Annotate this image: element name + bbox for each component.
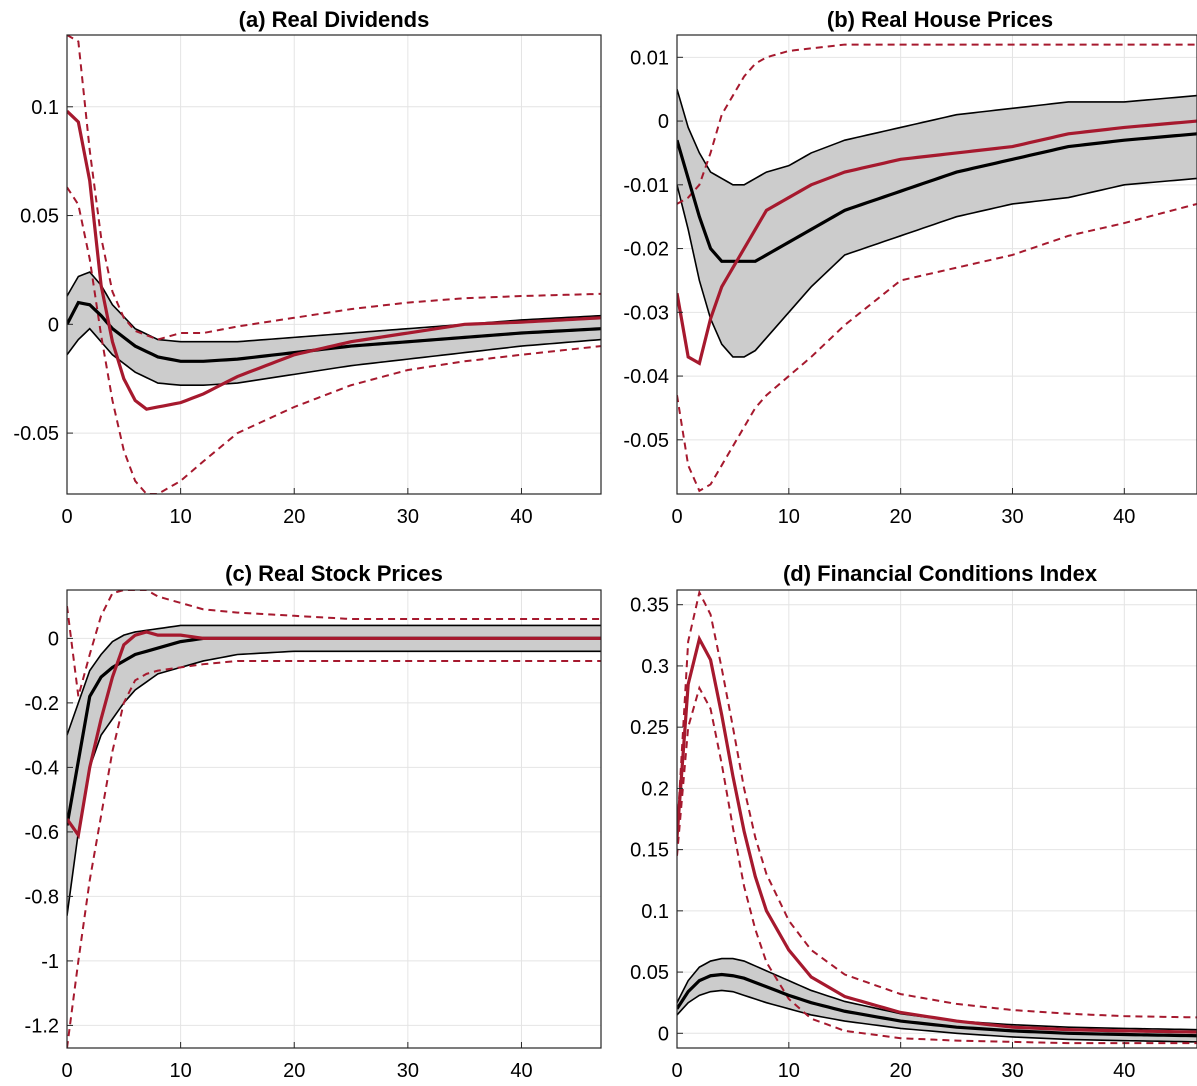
alt-irf-line — [677, 119, 1197, 366]
panel-d-plot-area — [677, 590, 1197, 1045]
irf-line — [677, 132, 1197, 263]
confidence-band-lower — [67, 650, 601, 916]
y-tick-label: -1.2 — [25, 1015, 59, 1037]
y-tick-label: 0.01 — [630, 47, 669, 69]
axes-box — [676, 34, 1197, 495]
panel-b-title: (b) Real House Prices — [827, 7, 1053, 32]
y-tick-label: -0.8 — [25, 886, 59, 908]
x-tick-label: 30 — [1001, 1060, 1023, 1082]
panel-b: 0 10 20 30 40 -0.05 -0.04 -0.03 -0.02 -0.01 0 0.01 — [623, 34, 1197, 528]
x-tick-label: 40 — [1113, 506, 1135, 528]
y-tick-label: -0.2 — [25, 693, 59, 715]
confidence-band-lower — [677, 989, 1197, 1043]
x-tick-label: 20 — [283, 506, 305, 528]
panel-c-plot-area — [67, 590, 601, 1048]
panel-d: 0 10 20 30 40 0 0.05 0.1 0.15 0.2 0.25 0.3 0.35 — [630, 589, 1197, 1082]
y-tick-label: 0.15 — [630, 840, 669, 862]
y-tick-label: -0.05 — [623, 430, 669, 452]
y-tick-label: -0.03 — [623, 302, 669, 324]
y-tick-label: 0.2 — [641, 778, 669, 800]
y-tick-label: -0.04 — [623, 366, 669, 388]
panel-a-title: (a) Real Dividends — [239, 7, 430, 32]
x-tick-label: 0 — [61, 506, 72, 528]
confidence-band-lower — [677, 177, 1197, 358]
y-tick-label: 0.35 — [630, 595, 669, 617]
panel-c: 0 10 20 30 40 -1.2 -1 -0.8 -0.6 -0.4 -0.2 0 — [25, 589, 602, 1082]
x-tick-label: 0 — [671, 506, 682, 528]
irf-line — [677, 972, 1197, 1038]
axes-box — [66, 589, 602, 1049]
confidence-band-fill — [67, 625, 601, 916]
x-tick-label: 10 — [778, 506, 800, 528]
y-tick-label: 0 — [658, 1023, 669, 1045]
alt-irf-line — [67, 630, 601, 840]
panel-d-title: (d) Financial Conditions Index — [783, 561, 1098, 586]
alt-irf-line — [677, 634, 1197, 1034]
x-tick-label: 10 — [778, 1060, 800, 1082]
axes-box — [676, 589, 1197, 1049]
x-tick-label: 40 — [510, 1060, 532, 1082]
x-tick-label: 10 — [169, 1060, 191, 1082]
y-tick-label: 0.1 — [31, 97, 59, 119]
axes-box — [66, 34, 602, 495]
alt-band-lower — [677, 685, 1197, 1045]
y-tick-label: 0 — [48, 314, 59, 336]
y-tick-label: 0.1 — [641, 901, 669, 923]
y-tick-label: -0.6 — [25, 822, 59, 844]
panel-b-plot-area — [677, 43, 1197, 493]
panel-a-plot-area — [67, 35, 601, 494]
y-tick-label: 0.25 — [630, 717, 669, 739]
x-tick-label: 20 — [890, 506, 912, 528]
y-tick-label: 0.3 — [641, 656, 669, 678]
y-tick-label: -1 — [41, 951, 59, 973]
panel-c-title: (c) Real Stock Prices — [225, 561, 443, 586]
x-tick-label: 30 — [397, 506, 419, 528]
y-tick-label: -0.02 — [623, 239, 669, 261]
alt-band-upper — [67, 35, 601, 341]
confidence-band-upper — [67, 624, 601, 736]
x-tick-label: 30 — [397, 1060, 419, 1082]
y-tick-label: 0 — [658, 111, 669, 133]
y-tick-label: 0.05 — [20, 206, 59, 228]
alt-band-upper — [677, 43, 1197, 205]
x-tick-label: 40 — [510, 506, 532, 528]
x-tick-label: 40 — [1113, 1060, 1135, 1082]
alt-irf-line — [67, 109, 601, 411]
confidence-band-upper — [677, 88, 1197, 186]
y-tick-label: -0.05 — [13, 423, 59, 445]
y-tick-label: 0.05 — [630, 962, 669, 984]
x-tick-label: 20 — [890, 1060, 912, 1082]
irf-line — [67, 300, 601, 363]
x-tick-label: 0 — [61, 1060, 72, 1082]
y-tick-label: -0.4 — [25, 757, 59, 779]
alt-band-upper — [67, 590, 601, 697]
confidence-band-fill — [67, 272, 601, 386]
x-tick-label: 0 — [671, 1060, 682, 1082]
y-tick-label: 0 — [48, 628, 59, 650]
x-tick-label: 10 — [169, 506, 191, 528]
y-tick-label: -0.01 — [623, 175, 669, 197]
x-tick-label: 20 — [283, 1060, 305, 1082]
panel-a: 0 10 20 30 40 -0.05 0 0.05 0.1 — [13, 34, 602, 528]
x-tick-label: 30 — [1001, 506, 1023, 528]
alt-band-upper — [677, 590, 1197, 1019]
alt-band-lower — [67, 659, 601, 1048]
confidence-band-upper — [67, 271, 601, 343]
confidence-band-lower — [67, 327, 601, 387]
